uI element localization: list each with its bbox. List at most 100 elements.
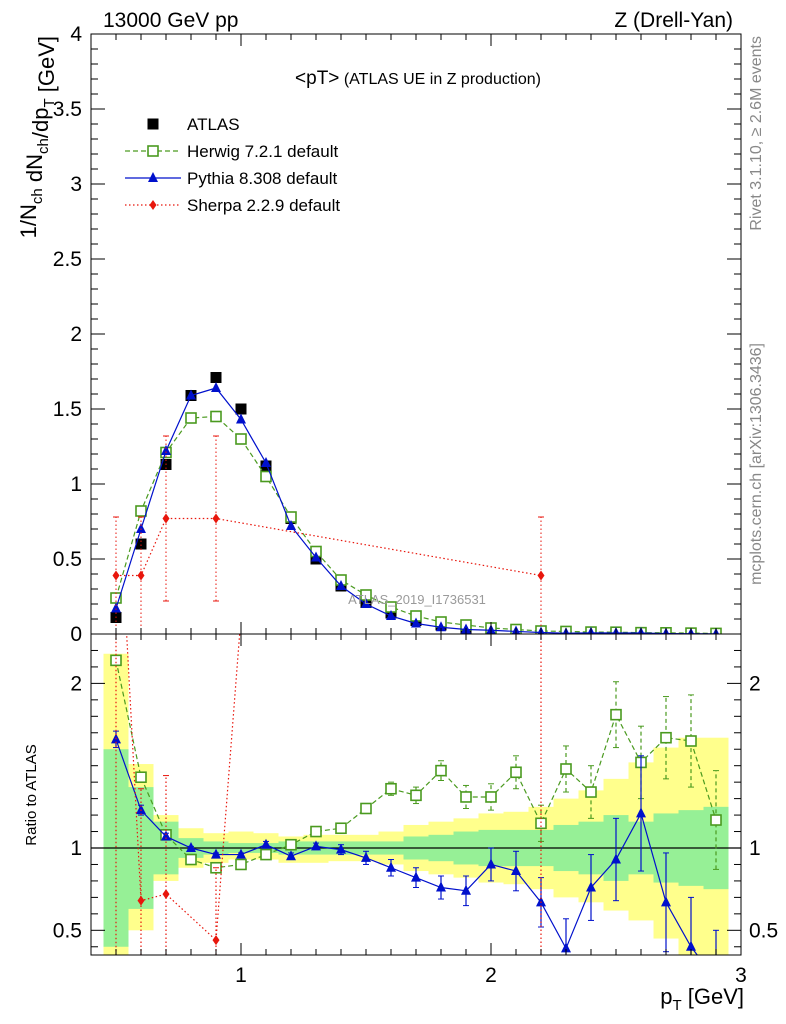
sherpa-point	[537, 570, 545, 581]
sherpa-point	[212, 935, 220, 946]
ratio-panel-axes: 1 2 30.5 0.51 12 2	[53, 34, 778, 987]
y-tick-label: 3.5	[53, 98, 82, 121]
legend-label: Herwig 7.2.1 default	[187, 142, 338, 161]
pythia-point	[586, 881, 596, 892]
x-tick-label: 3	[735, 964, 747, 987]
sherpa-point	[212, 513, 220, 524]
pythia-point	[111, 602, 121, 613]
pythia-point	[461, 884, 471, 895]
legend-label: Sherpa 2.2.9 default	[187, 196, 340, 215]
header-right: Z (Drell-Yan)	[614, 9, 733, 32]
herwig-point	[335, 822, 347, 835]
y-label-part: /dp	[28, 108, 53, 139]
data-point	[135, 538, 147, 550]
header-left: 13000 GeV pp	[103, 9, 238, 32]
y-label-part: 1/N	[16, 204, 41, 238]
ratio-y-tick-label-right: 1	[749, 837, 761, 860]
y-tick-label: 1	[70, 473, 82, 496]
herwig-point	[485, 791, 497, 803]
herwig-point	[260, 848, 272, 861]
y-tick-label: 2	[70, 323, 82, 346]
pythia-point	[686, 940, 696, 951]
pythia-point	[236, 848, 246, 859]
pythia-point	[211, 848, 221, 859]
pythia-point	[336, 843, 346, 854]
legend: ATLAS Herwig 7.2.1 default Pythia 8.308 de…	[125, 115, 340, 215]
herwig-point	[135, 505, 147, 517]
pythia-point	[511, 865, 521, 876]
herwig-point	[410, 789, 422, 802]
x-label-subscript: T	[672, 997, 681, 1014]
pythia-point	[361, 598, 371, 608]
pythia-point	[361, 851, 371, 862]
legend-label: Pythia 8.308 default	[187, 169, 338, 188]
herwig-point	[435, 764, 447, 777]
x-axis-label: pT [GeV]	[660, 984, 744, 1014]
pythia-point	[186, 389, 196, 400]
ratio-y-tick-label-right: 2	[749, 672, 761, 695]
sherpa-point	[162, 889, 170, 900]
pythia-point	[711, 974, 721, 984]
herwig-point	[360, 802, 372, 815]
herwig-point	[560, 763, 572, 775]
herwig-point	[660, 731, 672, 744]
herwig-point	[285, 838, 297, 851]
ratio-y-tick-label-left: 1	[70, 837, 82, 860]
herwig-point	[385, 782, 397, 795]
y-tick-label: 0.5	[53, 548, 82, 571]
pythia-point	[611, 853, 621, 864]
y-label-subscript: ch	[35, 138, 52, 154]
pythia-point	[336, 580, 346, 590]
data-point	[210, 372, 222, 383]
herwig-point	[135, 771, 147, 784]
herwig-point	[185, 853, 197, 866]
plot-title-sub: (ATLAS UE in Z production)	[339, 71, 541, 88]
pythia-point	[436, 881, 446, 892]
pythia-point	[161, 830, 171, 841]
y-label-part: dN	[22, 154, 47, 188]
y-tick-label: 3	[70, 173, 82, 196]
ratio-y-tick-label-left: 2	[70, 672, 82, 695]
analysis-watermark: ATLAS_2019_I1736531	[348, 592, 486, 607]
sherpa-point	[162, 513, 170, 524]
pythia-point	[386, 610, 396, 620]
herwig-point	[585, 786, 597, 798]
herwig-point	[235, 858, 247, 871]
herwig-point	[235, 433, 247, 445]
ratio-uncertainty-bands	[91, 653, 741, 955]
pythia-point	[636, 807, 646, 818]
pythia-point	[536, 896, 546, 907]
legend-label: ATLAS	[187, 115, 240, 134]
pythia-point	[311, 551, 321, 562]
plot-title: <pT> (ATLAS UE in Z production)	[295, 68, 541, 89]
pythia-point	[136, 523, 146, 533]
y-label-subscript: T	[41, 98, 58, 107]
sherpa-point	[137, 895, 145, 906]
ratio-y-axis-label: Ratio to ATLAS	[23, 744, 40, 845]
herwig-point	[610, 708, 622, 721]
mcplots-label: mcplots.cern.ch [arXiv:1306.3436]	[748, 343, 765, 585]
herwig-point	[110, 654, 122, 667]
y-tick-label: 0	[70, 623, 82, 646]
herwig-point	[710, 814, 722, 826]
x-tick-label: 2	[485, 964, 497, 987]
series-line	[116, 517, 542, 577]
pythia-point	[436, 621, 446, 632]
pythia-point	[148, 172, 158, 182]
y-label-subscript: ch	[29, 188, 46, 204]
data-point	[147, 118, 159, 130]
pythia-point	[486, 858, 496, 869]
herwig-point	[510, 766, 522, 779]
y-tick-label: 1.5	[53, 398, 82, 421]
pythia-point	[286, 520, 296, 530]
pythia-point	[211, 382, 221, 392]
sherpa-point	[113, 431, 120, 441]
ratio-panel-series	[110, 431, 722, 984]
herwig-point	[685, 735, 697, 747]
pythia-point	[261, 457, 271, 467]
y-axis-label: 1/Nch dNch/dpT [GeV]	[16, 36, 59, 238]
pythia-point	[386, 861, 396, 872]
y-tick-label: 2.5	[53, 248, 82, 271]
x-label-part: p	[660, 984, 672, 1009]
y-tick-label: 4	[70, 23, 82, 46]
